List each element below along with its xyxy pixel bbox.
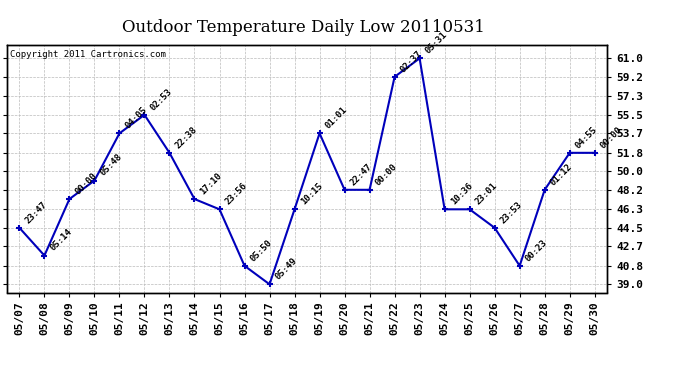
Text: 22:47: 22:47 xyxy=(348,162,374,187)
Text: 00:23: 00:23 xyxy=(524,238,549,263)
Text: 04:05: 04:05 xyxy=(124,105,149,130)
Text: 10:15: 10:15 xyxy=(299,181,324,207)
Text: 01:12: 01:12 xyxy=(549,162,574,187)
Text: 00:00: 00:00 xyxy=(374,162,399,187)
Text: 22:38: 22:38 xyxy=(174,124,199,150)
Text: 04:55: 04:55 xyxy=(574,124,599,150)
Text: 23:47: 23:47 xyxy=(23,200,49,225)
Text: 23:01: 23:01 xyxy=(474,181,499,207)
Text: 05:31: 05:31 xyxy=(424,30,449,56)
Text: 05:48: 05:48 xyxy=(99,152,124,178)
Text: Copyright 2011 Cartronics.com: Copyright 2011 Cartronics.com xyxy=(10,50,166,59)
Text: Outdoor Temperature Daily Low 20110531: Outdoor Temperature Daily Low 20110531 xyxy=(122,19,485,36)
Text: 23:53: 23:53 xyxy=(499,200,524,225)
Text: 05:14: 05:14 xyxy=(48,227,74,253)
Text: 02:53: 02:53 xyxy=(148,87,174,112)
Text: 17:10: 17:10 xyxy=(199,171,224,196)
Text: 02:37: 02:37 xyxy=(399,49,424,74)
Text: 05:50: 05:50 xyxy=(248,238,274,263)
Text: 00:00: 00:00 xyxy=(74,171,99,196)
Text: 05:49: 05:49 xyxy=(274,256,299,282)
Text: 10:36: 10:36 xyxy=(448,181,474,207)
Text: 01:01: 01:01 xyxy=(324,105,349,130)
Text: 00:00: 00:00 xyxy=(599,124,624,150)
Text: 23:56: 23:56 xyxy=(224,181,249,207)
